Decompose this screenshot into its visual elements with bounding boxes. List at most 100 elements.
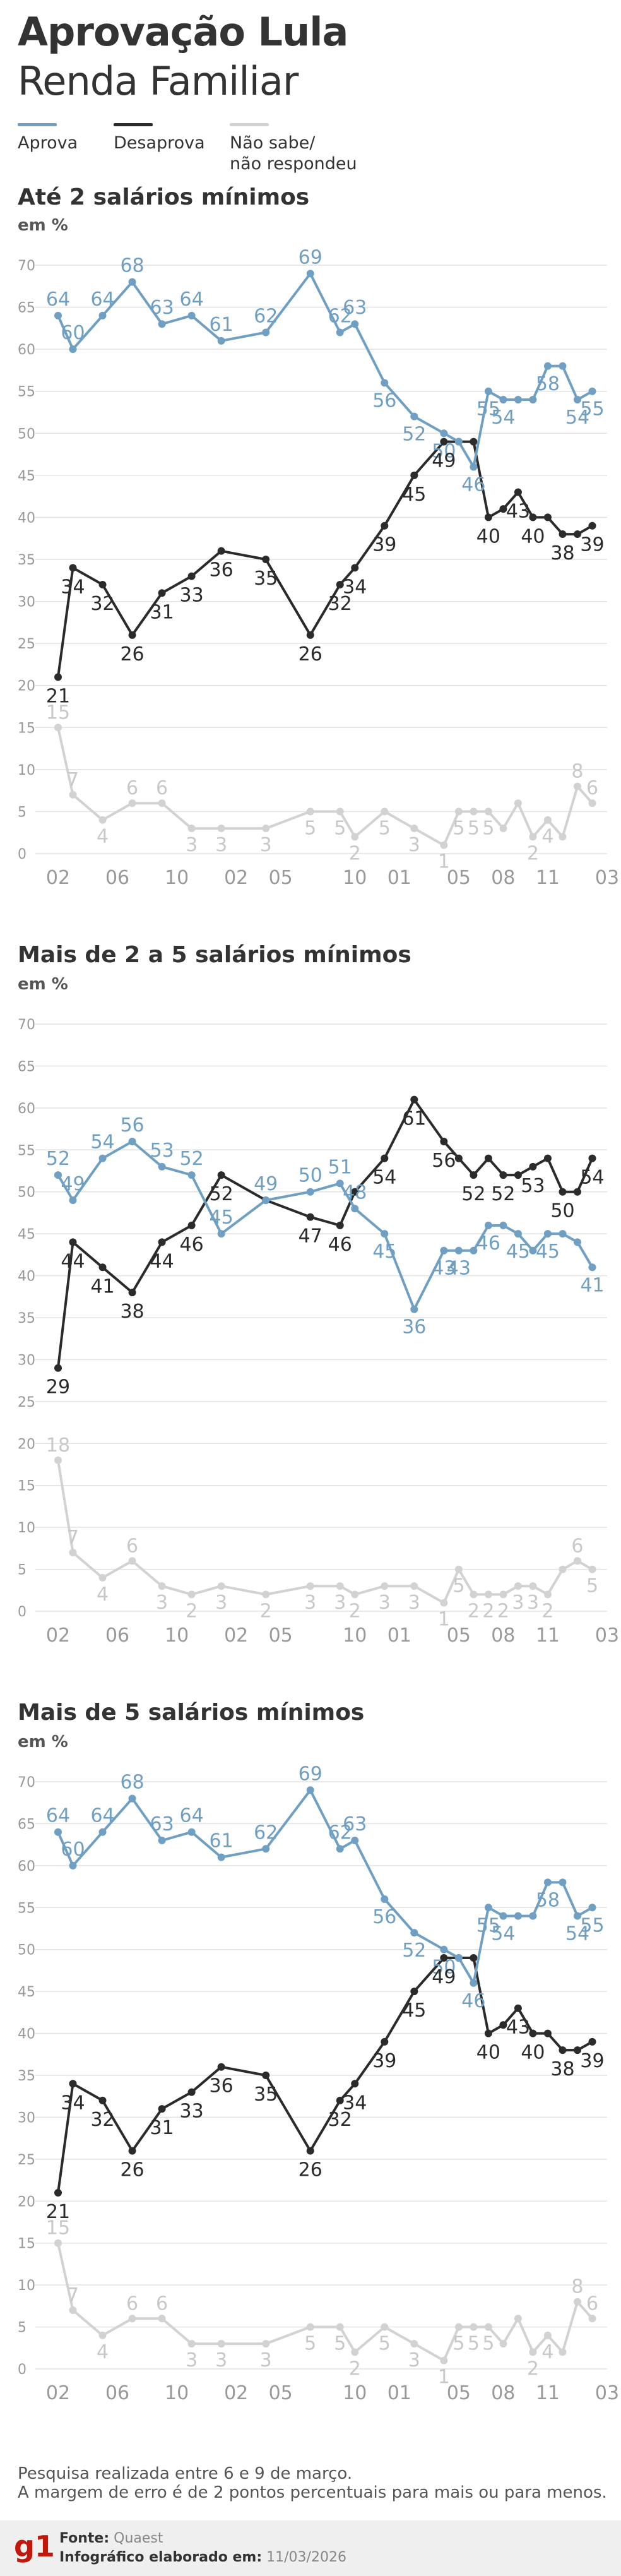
data-label-nao-sabe: 7 <box>67 769 79 791</box>
data-point-desaprova <box>54 673 62 681</box>
data-label-desaprova: 52 <box>461 1183 485 1205</box>
data-point-nao-sabe <box>381 808 389 816</box>
data-point-desaprova <box>543 1154 552 1162</box>
data-label-aprova: 45 <box>210 1207 234 1229</box>
data-point-desaprova <box>543 2029 552 2037</box>
y-tick-label: 65 <box>18 1059 35 1075</box>
x-tick-label: 10 <box>165 1625 189 1647</box>
data-label-desaprova: 54 <box>580 1167 604 1189</box>
data-point-aprova <box>514 396 522 404</box>
data-point-nao-sabe <box>410 2340 418 2348</box>
data-label-nao-sabe: 2 <box>527 2358 539 2380</box>
data-point-desaprova <box>187 572 196 580</box>
data-point-aprova <box>262 1845 270 1853</box>
x-tick-label: 01 <box>387 1625 411 1647</box>
legend-swatch-aprova <box>18 123 57 126</box>
data-label-nao-sabe: 1 <box>438 1609 450 1631</box>
data-label-desaprova: 49 <box>432 1966 456 1988</box>
y-tick-label: 50 <box>18 1943 35 1959</box>
data-point-aprova <box>499 1912 507 1920</box>
data-point-aprova <box>69 1196 77 1204</box>
data-point-aprova <box>559 1878 567 1887</box>
data-label-aprova: 45 <box>372 1241 396 1263</box>
data-point-aprova <box>217 337 225 345</box>
data-point-desaprova <box>306 1213 314 1221</box>
data-point-desaprova <box>470 1954 478 1962</box>
data-label-aprova: 51 <box>328 1156 352 1178</box>
data-label-desaprova: 38 <box>120 1301 144 1323</box>
data-point-desaprova <box>69 1238 77 1246</box>
data-label-desaprova: 44 <box>61 1250 85 1272</box>
data-label-desaprova: 39 <box>580 534 604 556</box>
x-tick-label: 05 <box>269 2382 293 2404</box>
x-tick-label: 11 <box>536 1625 560 1647</box>
y-tick-label: 25 <box>18 636 35 652</box>
data-point-aprova <box>351 320 359 328</box>
data-point-nao-sabe <box>514 1582 522 1590</box>
data-label-nao-sabe: 3 <box>408 1592 420 1614</box>
data-point-nao-sabe <box>588 799 596 808</box>
data-point-desaprova <box>410 1988 418 1996</box>
data-label-desaprova: 31 <box>150 2117 174 2139</box>
data-label-desaprova: 26 <box>120 2159 144 2181</box>
x-tick-label: 08 <box>491 1625 515 1647</box>
data-point-aprova <box>573 1912 581 1920</box>
data-label-desaprova: 32 <box>328 593 352 615</box>
y-tick-label: 10 <box>18 2278 35 2294</box>
y-tick-label: 5 <box>18 804 27 820</box>
data-label-aprova: 60 <box>61 322 85 344</box>
data-point-aprova <box>470 463 478 471</box>
data-point-desaprova <box>484 513 492 522</box>
series-line-aprova <box>57 1789 593 1984</box>
data-point-desaprova <box>499 505 507 513</box>
data-label-desaprova: 39 <box>580 2050 604 2072</box>
data-label-aprova: 55 <box>580 1914 604 1936</box>
data-point-aprova <box>440 429 448 438</box>
data-point-aprova <box>588 1263 596 1272</box>
data-point-desaprova <box>514 1171 522 1179</box>
data-label-aprova: 61 <box>210 314 234 336</box>
data-label-nao-sabe: 2 <box>468 1600 480 1622</box>
data-point-desaprova <box>559 1188 567 1196</box>
y-tick-label: 30 <box>18 595 35 611</box>
data-point-nao-sabe <box>128 799 136 808</box>
legend-item-aprova: Aprova <box>18 123 78 153</box>
data-label-aprova: 49 <box>254 1173 278 1195</box>
data-point-aprova <box>514 1230 522 1238</box>
data-point-aprova <box>351 1205 359 1213</box>
y-tick-label: 40 <box>18 1269 35 1285</box>
data-point-desaprova <box>440 1138 448 1145</box>
data-label-aprova: 56 <box>120 1114 144 1136</box>
data-label-nao-sabe: 6 <box>586 777 598 799</box>
data-label-nao-sabe: 5 <box>452 1575 464 1597</box>
chart-3-title: Mais de 5 salários mínimos <box>18 1700 365 1726</box>
data-point-desaprova <box>559 2046 567 2054</box>
data-point-aprova <box>410 1929 418 1937</box>
data-point-aprova <box>128 1794 136 1803</box>
data-label-desaprova: 33 <box>180 2101 204 2123</box>
y-tick-label: 35 <box>18 1311 35 1327</box>
data-label-nao-sabe: 2 <box>349 842 361 864</box>
data-label-desaprova: 40 <box>476 2042 500 2064</box>
footer-made: Infográfico elaborado em: 11/03/2026 <box>59 2549 346 2565</box>
y-tick-label: 55 <box>18 385 35 400</box>
data-point-nao-sabe <box>499 2340 507 2348</box>
data-point-nao-sabe <box>543 2331 552 2339</box>
data-point-desaprova <box>588 2037 596 2046</box>
data-point-nao-sabe <box>440 841 448 849</box>
data-point-aprova <box>454 1246 463 1255</box>
data-label-nao-sabe: 2 <box>349 1600 361 1622</box>
data-point-desaprova <box>69 2080 77 2088</box>
x-tick-label: 10 <box>343 867 367 889</box>
y-tick-label: 15 <box>18 720 35 736</box>
data-point-aprova <box>440 1945 448 1953</box>
data-label-nao-sabe: 5 <box>482 817 494 839</box>
data-point-aprova <box>499 1221 507 1229</box>
x-tick-label: 10 <box>343 1625 367 1647</box>
data-point-aprova <box>306 1188 314 1196</box>
data-label-desaprova: 34 <box>61 576 85 598</box>
page-subtitle: Renda Familiar <box>18 58 299 104</box>
data-point-desaprova <box>499 2021 507 2029</box>
data-point-nao-sabe <box>128 1557 136 1565</box>
